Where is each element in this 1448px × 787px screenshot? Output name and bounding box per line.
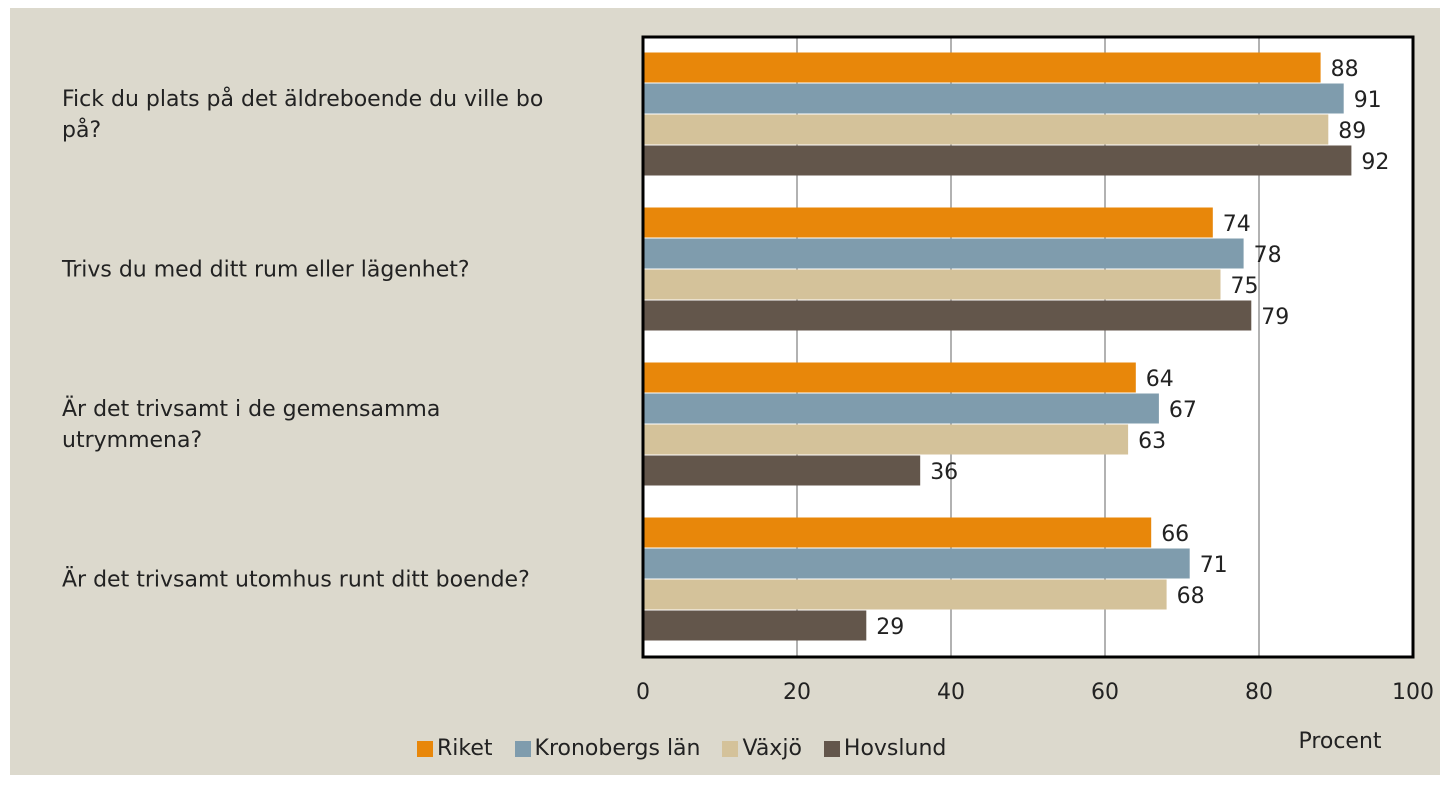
x-tick-label: 20 [783,680,811,705]
category-label: Fick du plats på det äldreboende du vill… [62,86,544,143]
legend-label: Kronobergs län [534,736,701,761]
x-tick-label: 80 [1245,680,1273,705]
value-label: 89 [1338,119,1366,144]
bar [643,114,1329,145]
bar [643,238,1244,269]
bar [643,207,1213,238]
legend-swatch [722,740,739,757]
legend-swatch [417,740,433,757]
category-label: Trivs du med ditt rum eller lägenhet? [62,257,470,282]
bar [643,579,1167,610]
value-label: 64 [1146,367,1174,392]
legend-label: Riket [437,736,493,761]
value-label: 91 [1354,88,1382,113]
legend-item: Riket [417,736,493,761]
bar [643,362,1136,393]
value-label: 36 [930,460,958,485]
legend-item: Hovslund [823,736,947,761]
legend-label: Hovslund [843,736,947,761]
plot-border [641,35,1415,659]
value-label: 92 [1361,150,1389,175]
category-label: Är det trivsamt utomhus runt ditt boende… [62,567,530,592]
value-label: 79 [1261,305,1289,330]
value-label: 67 [1169,398,1197,423]
bar [643,145,1352,176]
bar [643,455,921,486]
x-tick-label: 40 [937,680,965,705]
bar [643,393,1159,424]
x-tick-label: 100 [1392,680,1434,705]
bar [643,610,867,641]
category-label: Är det trivsamt i de gemensamma utrymmen… [62,396,441,453]
value-label: 75 [1231,274,1259,299]
value-label: 29 [876,615,904,640]
legend: Riket Kronobergs län Växjö Hovslund [417,736,946,761]
value-label: 88 [1331,57,1359,82]
x-axis-label: Procent [1298,729,1381,754]
value-label: 68 [1177,584,1205,609]
x-tick-label: 60 [1091,680,1119,705]
value-label: 71 [1200,553,1228,578]
legend-item: Växjö [722,736,802,761]
value-label: 66 [1161,522,1189,547]
bar [643,52,1321,83]
bar [643,300,1252,331]
bar [643,548,1190,579]
x-tick-label: 0 [636,680,650,705]
value-label: 78 [1254,243,1282,268]
legend-label: Växjö [742,736,802,761]
value-label: 63 [1138,429,1166,454]
bars [643,52,1352,641]
legend-swatch [514,740,531,757]
bar [643,269,1221,300]
legend-swatch [823,740,840,757]
legend-item: Kronobergs län [514,736,701,761]
bar [643,424,1129,455]
bar [643,517,1152,548]
bar [643,83,1344,114]
value-label: 74 [1223,212,1251,237]
